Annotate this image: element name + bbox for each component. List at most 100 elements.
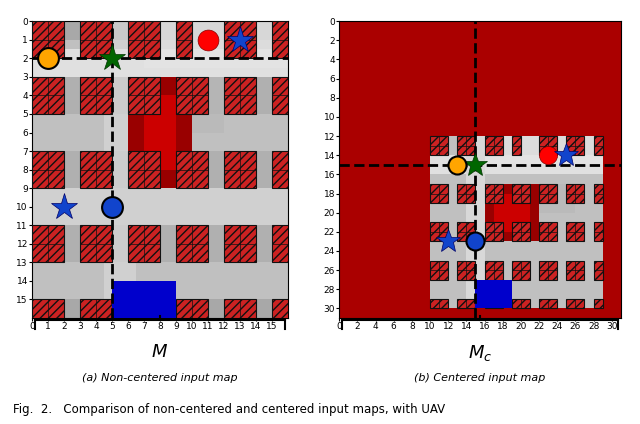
Bar <box>539 222 557 241</box>
Bar <box>566 299 584 308</box>
Bar <box>484 222 502 241</box>
Bar <box>566 222 584 241</box>
Bar <box>128 151 160 188</box>
Bar <box>467 136 484 308</box>
Bar <box>593 299 603 308</box>
Bar <box>512 136 521 155</box>
Bar <box>224 225 256 262</box>
Bar <box>430 136 603 308</box>
Bar <box>32 95 288 114</box>
Bar <box>32 114 288 133</box>
Bar <box>430 261 448 280</box>
Bar <box>192 77 224 132</box>
Bar <box>430 155 603 174</box>
Text: (a) Non-centered input map: (a) Non-centered input map <box>82 373 238 383</box>
Bar <box>484 299 502 308</box>
Bar <box>272 151 288 188</box>
Bar <box>484 136 502 155</box>
Bar <box>32 225 64 262</box>
Bar <box>32 262 288 281</box>
Bar <box>458 136 476 155</box>
Bar <box>593 261 603 280</box>
Bar <box>484 261 502 280</box>
Bar <box>80 225 112 262</box>
Bar <box>104 21 136 318</box>
Bar <box>32 281 288 299</box>
Bar <box>32 151 288 170</box>
Bar <box>593 184 603 203</box>
Text: $M$: $M$ <box>152 343 168 361</box>
Bar <box>566 261 584 280</box>
Bar <box>430 136 448 155</box>
Bar <box>176 77 208 114</box>
Bar <box>80 21 112 59</box>
Bar <box>32 225 288 244</box>
Bar <box>32 40 288 59</box>
Bar <box>272 77 288 114</box>
Bar <box>32 299 288 318</box>
Bar <box>32 151 64 188</box>
Bar <box>128 77 160 114</box>
Bar <box>32 188 288 207</box>
Bar <box>224 299 256 318</box>
Bar <box>272 225 288 262</box>
Bar <box>224 21 256 59</box>
Bar <box>128 77 192 188</box>
Bar <box>458 299 476 308</box>
Bar <box>32 244 288 262</box>
Text: $M_c$: $M_c$ <box>468 343 492 363</box>
Bar <box>112 281 176 318</box>
Bar <box>458 261 476 280</box>
Bar <box>512 299 530 308</box>
Bar <box>566 136 584 155</box>
Bar <box>539 184 575 213</box>
Bar <box>458 184 476 203</box>
Bar <box>484 136 603 165</box>
Bar <box>458 222 476 241</box>
Bar <box>484 184 539 241</box>
Bar <box>176 151 208 188</box>
Bar <box>32 188 288 225</box>
Bar <box>539 184 557 203</box>
Bar <box>512 261 530 280</box>
Bar <box>493 193 530 232</box>
Bar <box>539 299 557 308</box>
Bar <box>512 184 530 203</box>
Bar <box>144 95 176 170</box>
Bar <box>176 299 208 318</box>
Bar <box>272 299 288 318</box>
Bar <box>32 21 64 59</box>
Bar <box>128 21 160 59</box>
Bar <box>32 132 288 151</box>
Bar <box>32 77 64 114</box>
Bar <box>539 261 557 280</box>
Bar <box>32 49 288 77</box>
Bar <box>224 151 256 188</box>
Bar <box>128 225 160 262</box>
Bar <box>566 184 584 203</box>
Bar <box>593 222 603 241</box>
Bar <box>128 299 160 318</box>
Text: Fig.  2.   Comparison of non-centered and centered input maps, with UAV: Fig. 2. Comparison of non-centered and c… <box>13 403 445 416</box>
Bar <box>593 136 603 155</box>
Bar <box>430 184 448 203</box>
Bar <box>144 21 288 67</box>
Bar <box>539 136 557 155</box>
Bar <box>512 222 530 241</box>
Bar <box>430 222 448 241</box>
Bar <box>32 207 288 225</box>
Bar <box>272 21 288 59</box>
Bar <box>32 59 288 77</box>
Bar <box>80 299 112 318</box>
Bar <box>32 21 288 40</box>
Bar <box>80 151 112 188</box>
Text: (b) Centered input map: (b) Centered input map <box>414 373 546 383</box>
Bar <box>176 225 208 262</box>
Bar <box>430 299 448 308</box>
Bar <box>484 184 502 203</box>
Bar <box>176 21 192 59</box>
Bar <box>80 77 112 114</box>
Bar <box>32 299 64 318</box>
Bar <box>32 77 288 95</box>
Bar <box>32 170 288 188</box>
